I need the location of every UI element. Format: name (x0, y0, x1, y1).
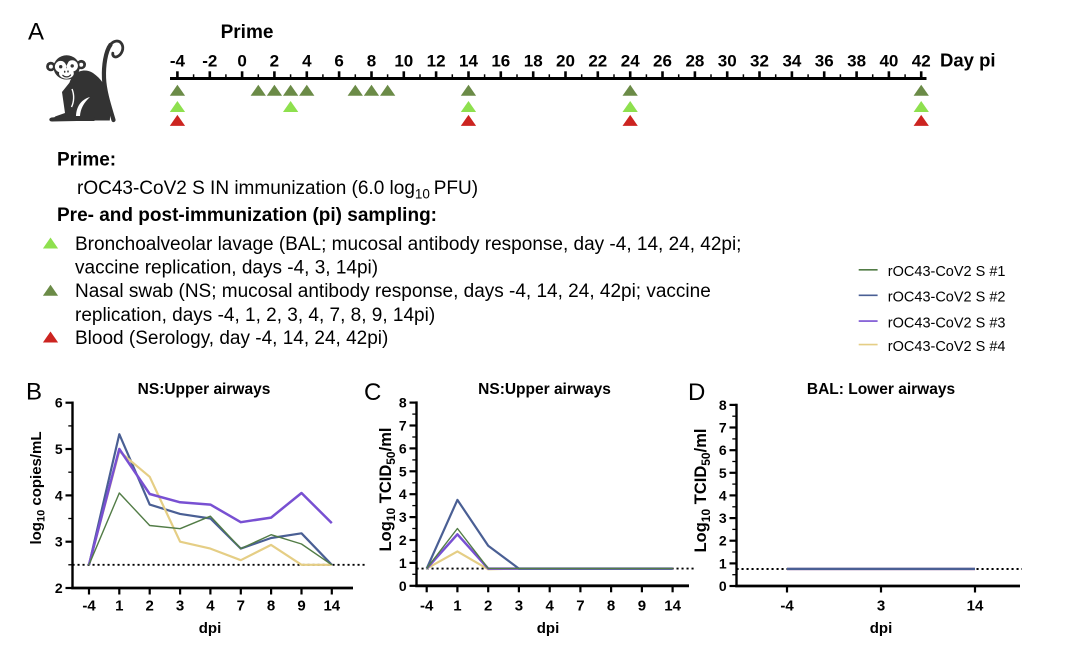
svg-text:dpi: dpi (870, 620, 893, 637)
svg-text:rOC43-CoV2 S #2: rOC43-CoV2 S #2 (888, 290, 1006, 306)
svg-text:5: 5 (55, 441, 63, 457)
svg-text:42: 42 (912, 51, 931, 70)
svg-text:1: 1 (399, 555, 407, 571)
svg-text:28: 28 (685, 51, 704, 70)
svg-text:8: 8 (719, 397, 727, 413)
svg-text:7: 7 (237, 597, 245, 614)
svg-text:4: 4 (206, 597, 215, 614)
svg-text:4: 4 (55, 487, 63, 503)
svg-text:8: 8 (267, 597, 275, 614)
svg-text:Day pi: Day pi (940, 49, 996, 70)
svg-text:-2: -2 (202, 51, 217, 70)
svg-text:38: 38 (847, 51, 866, 70)
svg-text:10: 10 (394, 51, 413, 70)
svg-text:vaccine replication, days -4,: vaccine replication, days -4, 3, 14pi) (75, 257, 378, 278)
svg-text:replication, days -4, 1, 2, 3,: replication, days -4, 1, 2, 3, 4, 7, 8, … (75, 305, 435, 326)
svg-text:22: 22 (588, 51, 607, 70)
svg-text:6: 6 (719, 442, 727, 458)
svg-text:6: 6 (55, 395, 63, 411)
svg-text:0: 0 (399, 578, 407, 594)
svg-text:9: 9 (297, 597, 305, 614)
svg-text:7: 7 (719, 420, 727, 436)
svg-text:dpi: dpi (537, 620, 560, 637)
svg-text:2: 2 (484, 597, 492, 614)
svg-text:1: 1 (453, 597, 461, 614)
svg-text:B: B (26, 378, 42, 405)
svg-text:0: 0 (719, 578, 727, 594)
svg-text:BAL: Lower airways: BAL: Lower airways (807, 381, 955, 398)
svg-text:36: 36 (815, 51, 834, 70)
svg-text:3: 3 (515, 597, 523, 614)
svg-text:40: 40 (879, 51, 898, 70)
svg-text:rOC43-CoV2 S #1: rOC43-CoV2 S #1 (888, 264, 1006, 280)
svg-text:Prime:: Prime: (57, 150, 116, 171)
svg-text:7: 7 (576, 597, 584, 614)
svg-text:3: 3 (399, 509, 407, 525)
svg-text:3: 3 (719, 510, 727, 526)
svg-text:32: 32 (750, 51, 769, 70)
svg-text:4: 4 (302, 51, 312, 70)
svg-text:3: 3 (55, 534, 63, 550)
svg-text:24: 24 (621, 51, 640, 70)
svg-text:4: 4 (546, 597, 555, 614)
svg-text:-4: -4 (420, 597, 434, 614)
svg-text:2: 2 (270, 51, 279, 70)
svg-text:-4: -4 (170, 51, 186, 70)
svg-text:Pre- and post-immunization (pi: Pre- and post-immunization (pi) sampling… (57, 205, 437, 226)
svg-text:5: 5 (719, 465, 727, 481)
svg-text:26: 26 (653, 51, 672, 70)
svg-text:rOC43-CoV2 S #4: rOC43-CoV2 S #4 (888, 339, 1006, 355)
svg-text:8: 8 (399, 395, 407, 411)
svg-text:2: 2 (719, 533, 727, 549)
svg-text:Nasal swab (NS; mucosal antibo: Nasal swab (NS; mucosal antibody respons… (75, 281, 711, 302)
svg-text:dpi: dpi (199, 620, 222, 637)
svg-text:2: 2 (399, 532, 407, 548)
svg-text:12: 12 (427, 51, 446, 70)
svg-text:30: 30 (718, 51, 737, 70)
svg-text:34: 34 (782, 51, 801, 70)
svg-text:Prime: Prime (221, 22, 274, 43)
svg-text:1: 1 (719, 555, 727, 571)
svg-text:D: D (688, 379, 705, 406)
svg-text:-4: -4 (780, 597, 794, 614)
svg-text:A: A (28, 18, 44, 45)
svg-text:4: 4 (719, 487, 727, 503)
svg-text:0: 0 (237, 51, 246, 70)
svg-text:5: 5 (399, 463, 407, 479)
svg-text:14: 14 (967, 597, 984, 614)
svg-text:14: 14 (459, 51, 478, 70)
svg-text:20: 20 (556, 51, 575, 70)
svg-text:3: 3 (176, 597, 184, 614)
svg-text:14: 14 (323, 597, 340, 614)
svg-text:1: 1 (115, 597, 123, 614)
svg-text:Blood (Serology, day -4, 14, 2: Blood (Serology, day -4, 14, 24, 42pi) (75, 328, 388, 349)
svg-text:-4: -4 (82, 597, 96, 614)
svg-text:6: 6 (399, 440, 407, 456)
svg-text:rOC43-CoV2 S IN immunization (: rOC43-CoV2 S IN immunization (6.0 log10 … (77, 178, 478, 202)
svg-text:NS:Upper airways: NS:Upper airways (478, 381, 611, 398)
svg-text:C: C (364, 379, 381, 406)
svg-text:4: 4 (399, 486, 407, 502)
svg-text:18: 18 (524, 51, 543, 70)
svg-text:8: 8 (367, 51, 376, 70)
svg-text:6: 6 (334, 51, 343, 70)
svg-text:7: 7 (399, 418, 407, 434)
svg-text:9: 9 (638, 597, 646, 614)
svg-text:log10 copies/mL: log10 copies/mL (28, 431, 48, 544)
svg-text:8: 8 (607, 597, 615, 614)
svg-text:16: 16 (491, 51, 510, 70)
svg-text:2: 2 (146, 597, 154, 614)
svg-text:14: 14 (664, 597, 681, 614)
svg-text:Log10 TCID50/ml: Log10 TCID50/ml (692, 429, 713, 553)
svg-text:NS:Upper airways: NS:Upper airways (138, 381, 271, 398)
svg-text:2: 2 (55, 580, 63, 596)
svg-text:Log10 TCID50/ml: Log10 TCID50/ml (377, 428, 398, 552)
svg-text:Bronchoalveolar lavage (BAL; m: Bronchoalveolar lavage (BAL; mucosal ant… (75, 234, 741, 255)
svg-text:rOC43-CoV2 S #3: rOC43-CoV2 S #3 (888, 315, 1006, 331)
svg-text:3: 3 (877, 597, 885, 614)
